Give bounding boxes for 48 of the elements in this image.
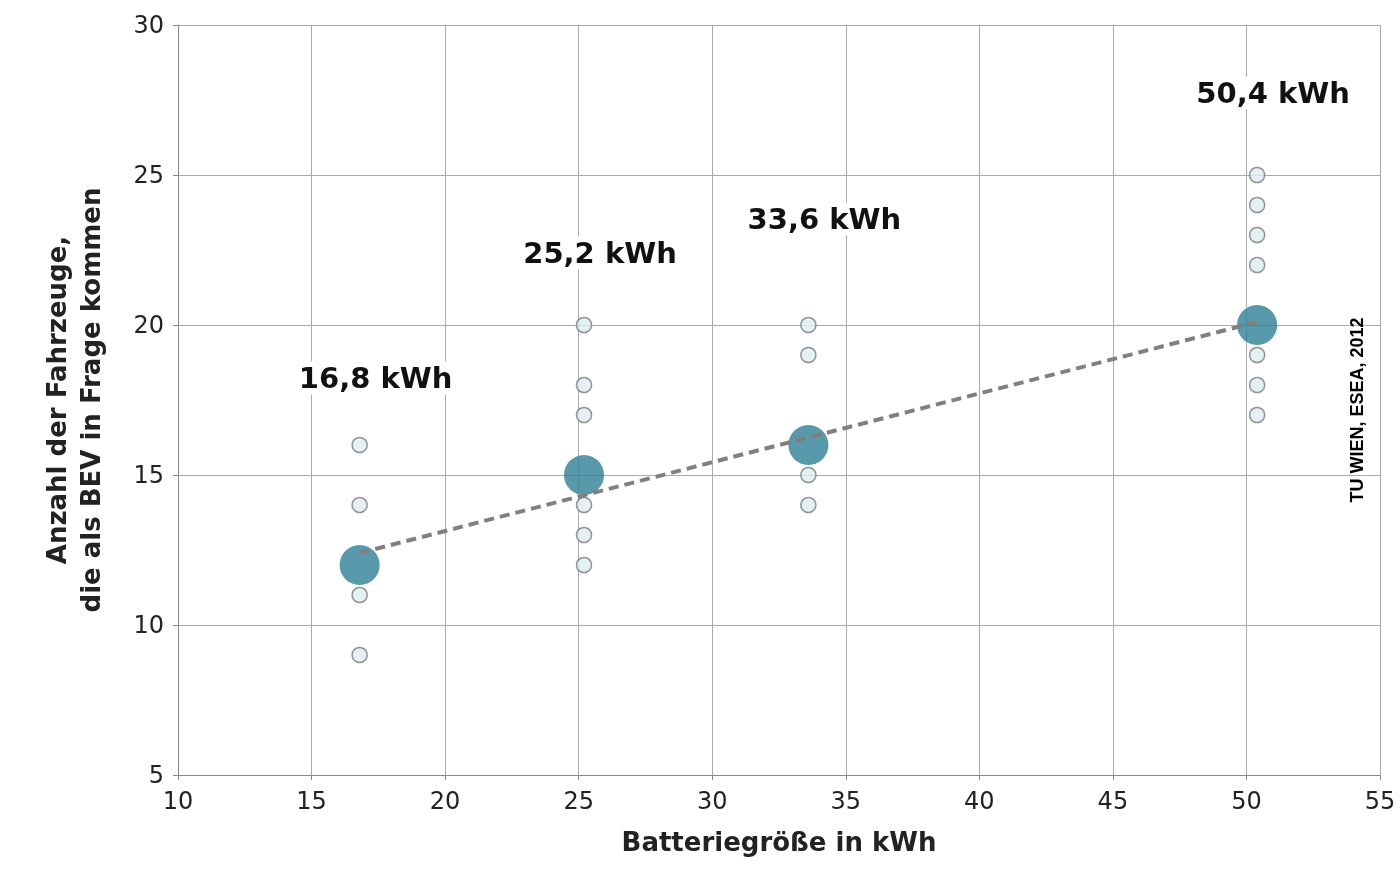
point	[575, 526, 593, 544]
y-tick-label: 25	[133, 161, 164, 189]
point	[1248, 346, 1266, 364]
x-tick-label: 25	[563, 787, 594, 815]
y-tick-label: 15	[133, 461, 164, 489]
point	[788, 425, 829, 465]
x-tick-label: 10	[162, 787, 194, 815]
point	[575, 376, 593, 394]
point	[575, 556, 593, 574]
y-tick-label: 10	[133, 611, 164, 639]
point	[1237, 305, 1278, 345]
point	[575, 496, 593, 514]
point	[1248, 196, 1266, 214]
point	[800, 346, 817, 364]
point	[1248, 376, 1266, 394]
x-axis-title: Batteriegröße in kWh	[621, 827, 937, 857]
point	[564, 455, 605, 495]
point	[1248, 166, 1266, 184]
point	[575, 406, 593, 424]
y-tick-label: 5	[148, 761, 164, 789]
x-tick-label: 15	[296, 787, 327, 815]
annotation: TU WIEN, ESEA, 2012	[1347, 317, 1367, 503]
x-tick-label: 55	[1364, 787, 1396, 815]
annotation: 25,2 kWh	[523, 236, 677, 270]
y-axis-title: Anzahl der Fahrzeuge, die als BEV in Frage kommen	[42, 187, 106, 613]
point	[351, 586, 368, 604]
point	[1248, 256, 1266, 274]
x-tick-label: 50	[1231, 787, 1262, 815]
x-tick-label: 30	[696, 787, 728, 815]
x-tick-label: 40	[964, 787, 995, 815]
x-tick-label: 45	[1097, 787, 1129, 815]
point	[575, 316, 593, 334]
annotation: 33,6 kWh	[747, 202, 902, 236]
point	[339, 545, 380, 585]
annotation: 50,4 kWh	[1196, 76, 1350, 110]
y-tick-label: 20	[133, 311, 164, 339]
point	[800, 466, 817, 484]
annotation: 16,8 kWh	[298, 361, 453, 395]
point	[1248, 226, 1266, 244]
point	[1248, 406, 1266, 424]
point	[800, 316, 817, 334]
point	[351, 436, 368, 454]
x-tick-label: 35	[830, 787, 862, 815]
x-tick-label: 20	[429, 787, 461, 815]
point	[800, 496, 817, 514]
point	[351, 496, 368, 514]
point	[351, 646, 368, 664]
y-tick-label: 30	[133, 11, 164, 39]
